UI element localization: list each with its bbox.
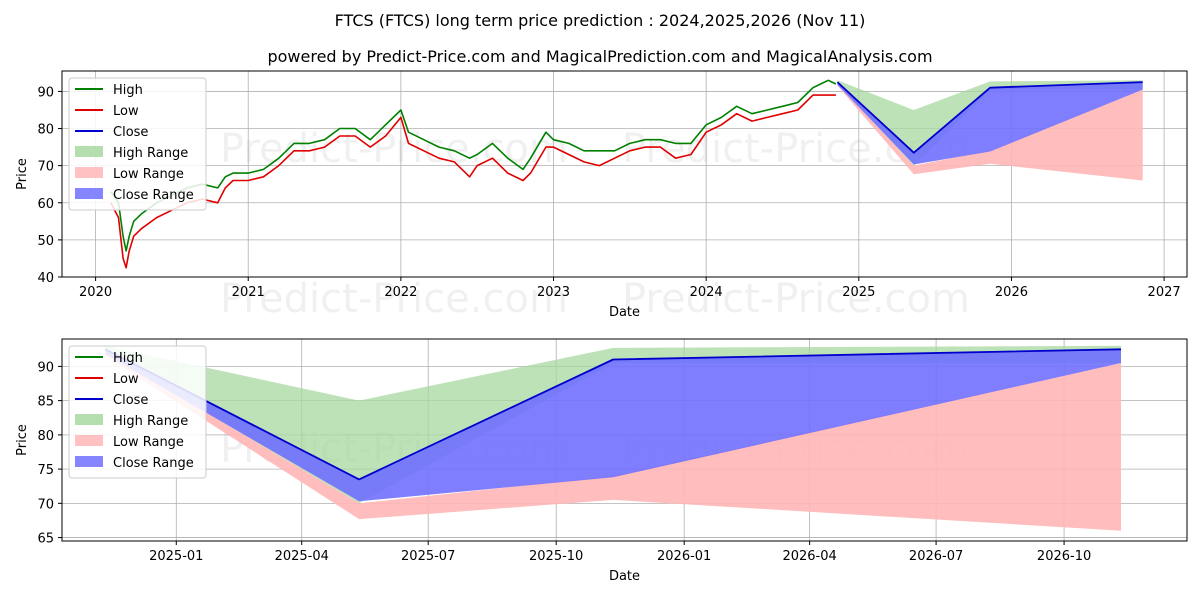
legend-label-high_range: High Range (113, 146, 188, 161)
x-tick-label: 2023 (537, 285, 570, 300)
x-axis-ticks: 2025-01 2025-04 2025-07 2025-10 2026-01 2026-… (149, 541, 1091, 564)
price-series (104, 348, 1122, 481)
y-tick-label: 90 (37, 85, 54, 100)
long-term-chart-panel: Predict-Price.com Predict-Price.com Pred… (15, 70, 1188, 322)
x-tick-label: 2021 (232, 285, 265, 300)
y-axis-ticks: 65 70 75 80 85 90 (37, 360, 62, 547)
x-tick-label: 2022 (384, 285, 417, 300)
x-tick-label: 2026 (995, 285, 1028, 300)
x-tick-label: 2020 (79, 285, 112, 300)
x-tick-label: 2025-01 (149, 549, 203, 564)
plot-frame (61, 338, 1188, 542)
legend-swatch-low_range (75, 167, 103, 178)
chart-title: FTCS (FTCS) long term price prediction :… (335, 11, 866, 30)
high-range-band (837, 80, 1143, 166)
legend-box (68, 77, 207, 211)
low-series-line (110, 94, 836, 269)
legend-label-close: Close (113, 125, 148, 140)
legend-swatch-close_range (75, 188, 103, 199)
x-axis-ticks: 2020 2021 2022 2023 2024 2025 2026 2027 (79, 277, 1181, 300)
legend: High Low Close High Range Low Range Close Ran… (68, 345, 207, 479)
chart-subtitle: powered by Predict-Price.com and Magical… (267, 47, 932, 66)
legend-label-high: High (113, 351, 143, 366)
close-forecast-line (836, 81, 1143, 154)
legend-label-close: Close (113, 393, 148, 408)
y-axis-label: Price (15, 158, 30, 190)
y-tick-label: 80 (37, 123, 54, 138)
close-range-band (105, 349, 1121, 502)
x-tick-label: 2026-01 (657, 549, 711, 564)
legend-box (68, 345, 207, 479)
y-tick-label: 70 (37, 160, 54, 175)
y-tick-label: 80 (37, 429, 54, 444)
legend-label-high_range: High Range (113, 414, 188, 429)
legend-label-low: Low (113, 104, 139, 119)
x-tick-label: 2025-10 (529, 549, 583, 564)
legend-swatch-high_range (75, 146, 103, 157)
y-axis-label: Price (15, 424, 30, 456)
y-tick-label: 50 (37, 234, 54, 249)
forecast-ranges (837, 80, 1143, 181)
legend-label-close_range: Close Range (113, 188, 194, 203)
close-range-band (837, 82, 1143, 165)
y-tick-label: 40 (37, 271, 54, 286)
x-tick-label: 2026-10 (1037, 549, 1091, 564)
x-tick-label: 2025-07 (401, 549, 455, 564)
x-tick-label: 2026-07 (909, 549, 963, 564)
y-tick-label: 90 (37, 360, 54, 375)
high-range-band (105, 345, 1121, 504)
low-range-band (105, 352, 1121, 531)
x-axis-label: Date (609, 305, 640, 320)
legend-label-low_range: Low Range (113, 167, 184, 182)
y-tick-label: 70 (37, 497, 54, 512)
forecast-ranges (105, 345, 1121, 531)
x-tick-label: 2025-04 (275, 549, 329, 564)
legend-label-close_range: Close Range (113, 456, 194, 471)
x-tick-label: 2024 (690, 285, 723, 300)
low-range-band (837, 84, 1143, 181)
legend-swatch-high_range (75, 414, 103, 425)
close-forecast-line (104, 348, 1122, 481)
legend-swatch-low_range (75, 435, 103, 446)
x-tick-label: 2027 (1148, 285, 1181, 300)
y-tick-label: 75 (37, 463, 54, 478)
watermark-text: Predict-Price.com (220, 276, 568, 322)
y-tick-label: 85 (37, 395, 54, 410)
legend-label-high: High (113, 83, 143, 98)
legend: High Low Close High Range Low Range Close Ran… (68, 77, 207, 211)
x-tick-label: 2026-04 (782, 549, 836, 564)
y-tick-label: 65 (37, 532, 54, 547)
forecast-detail-chart-panel: Predict-Price.com Predict-Price.com 2025… (15, 338, 1188, 584)
y-axis-ticks: 40 50 60 70 80 90 (37, 85, 62, 286)
legend-label-low_range: Low Range (113, 435, 184, 450)
x-axis-label: Date (609, 569, 640, 584)
legend-swatch-close_range (75, 456, 103, 467)
watermark-text: Predict-Price.com (220, 126, 568, 172)
plot-frame (61, 70, 1188, 278)
watermark-text: Predict-Price.com (622, 276, 970, 322)
x-tick-label: 2025 (842, 285, 875, 300)
y-tick-label: 60 (37, 197, 54, 212)
legend-label-low: Low (113, 372, 139, 387)
